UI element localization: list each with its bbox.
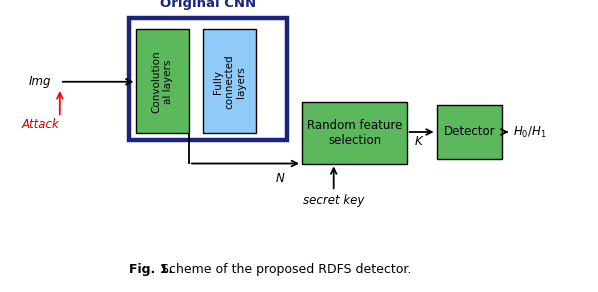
Text: Attack: Attack (22, 118, 59, 131)
FancyBboxPatch shape (437, 105, 502, 159)
FancyBboxPatch shape (302, 102, 407, 164)
Text: Detector: Detector (444, 126, 495, 138)
FancyBboxPatch shape (203, 29, 256, 133)
Text: Scheme of the proposed RDFS detector.: Scheme of the proposed RDFS detector. (157, 263, 411, 276)
Text: Img: Img (29, 75, 51, 88)
Text: Random feature
selection: Random feature selection (307, 119, 402, 147)
Text: N: N (276, 172, 284, 185)
FancyBboxPatch shape (129, 18, 287, 140)
Text: secret key: secret key (303, 194, 364, 207)
Text: Original CNN: Original CNN (160, 0, 256, 10)
Text: Fig. 1.: Fig. 1. (129, 263, 173, 276)
Text: Convolution
al layers: Convolution al layers (152, 51, 173, 113)
Text: K: K (415, 135, 422, 148)
Text: $H_{0}/H_1$: $H_{0}/H_1$ (513, 124, 547, 140)
Text: Fully
connected
layers: Fully connected layers (213, 54, 246, 109)
FancyBboxPatch shape (136, 29, 189, 133)
